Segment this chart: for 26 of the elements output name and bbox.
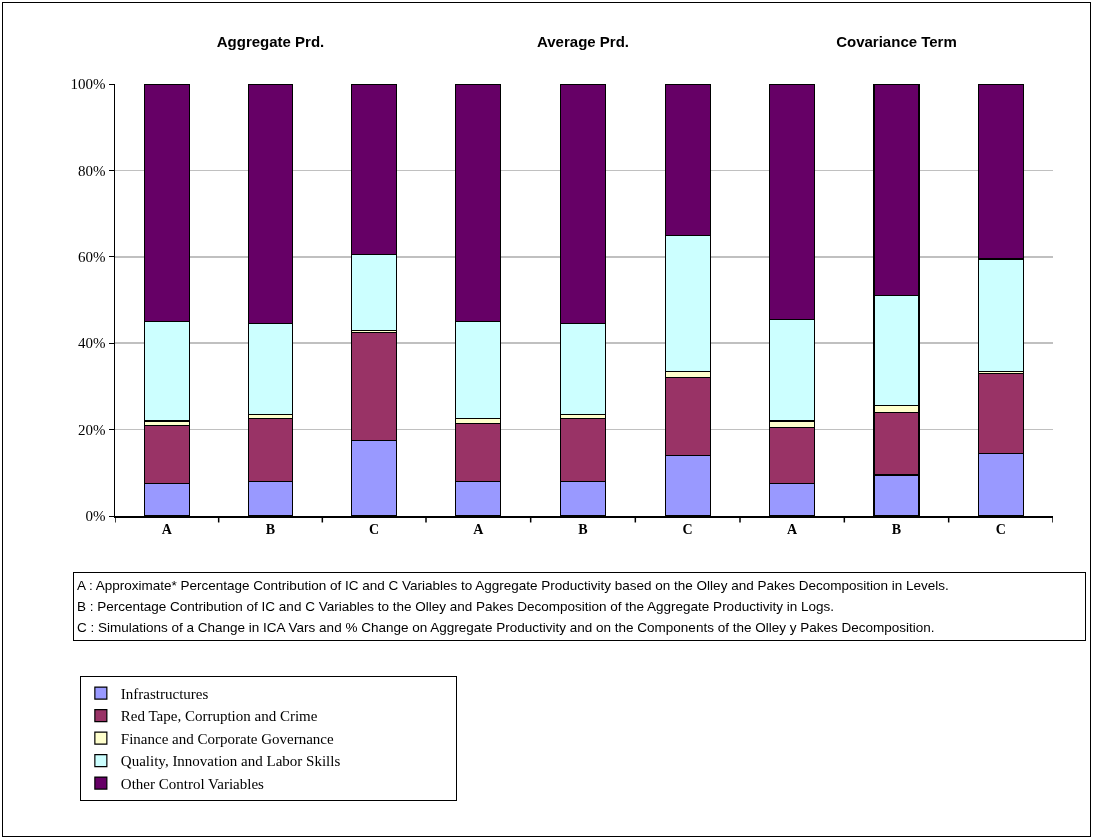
x-tick-label: C — [682, 522, 693, 538]
x-tick-label: A — [787, 522, 799, 538]
legend-label: Red Tape, Corruption and Crime — [120, 708, 318, 725]
chart-title: Average Prd. — [537, 33, 629, 51]
y-tick-label: 0% — [85, 508, 106, 525]
y-tick-label: 80% — [78, 162, 106, 179]
legend-label: Other Control Variables — [120, 775, 265, 792]
legend-label: Quality, Innovation and Labor Skills — [120, 753, 341, 770]
y-tick-label: 40% — [78, 335, 106, 352]
x-tick-label: A — [161, 522, 173, 538]
y-tick-label: 60% — [78, 249, 106, 266]
x-tick-label: B — [891, 522, 902, 538]
y-tick-label: 20% — [78, 421, 106, 438]
chart-title: Covariance Term — [836, 33, 957, 51]
legend-label: Finance and Corporate Governance — [120, 730, 335, 747]
text: C : Simulations of a Change in ICA Vars and % Change on Aggregate Productivity and on the Components of the Olley y Pakes Decomposition. — [77, 619, 936, 637]
x-tick-label: C — [369, 522, 380, 538]
text: B : Percentage Contribution of IC and C Variables to the Olley and Pakes Decomposition of the Aggregate Productivity in Logs. — [77, 598, 835, 616]
x-tick-label: C — [995, 522, 1006, 538]
legend-label: Infrastructures — [120, 685, 209, 702]
y-tick-label: 100% — [70, 76, 106, 93]
x-tick-label: B — [265, 522, 276, 538]
text: A : Approximate* Percentage Contribution of IC and C Variables to Aggregate Productivity based on the Olley and Pakes Decomposition in Levels. — [77, 577, 950, 595]
x-tick-label: B — [578, 522, 588, 538]
chart-title: Aggregate Prd. — [216, 33, 325, 51]
x-tick-label: A — [473, 522, 485, 538]
